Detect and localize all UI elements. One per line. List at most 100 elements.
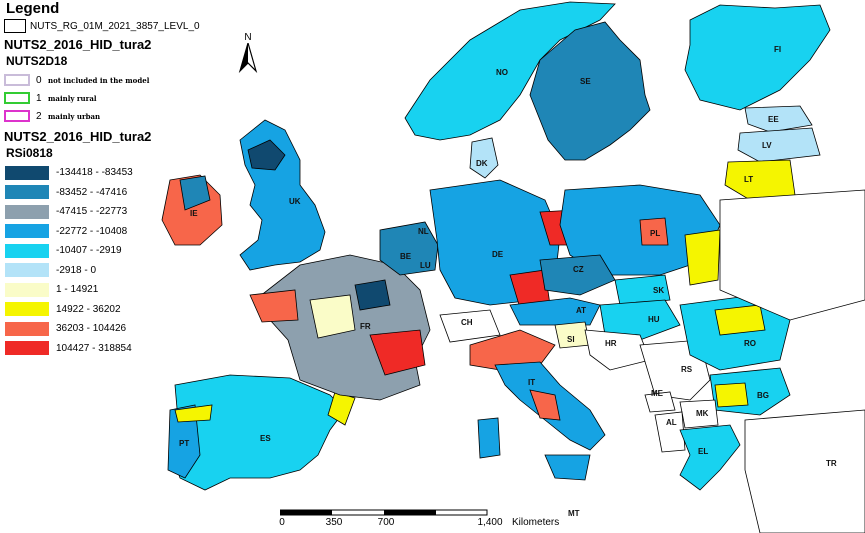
class-list: 0 not included in the model 1 mainly rural 2… <box>4 71 244 125</box>
class-label: not included in the model <box>48 75 150 85</box>
region-poland <box>559 184 721 276</box>
label-it: IT <box>528 378 535 387</box>
region-romania-north <box>714 304 766 336</box>
label-dk: DK <box>476 159 488 168</box>
label-tr: TR <box>826 459 837 468</box>
label-el: EL <box>698 447 708 456</box>
class-swatch <box>4 74 30 86</box>
scale-unit: Kilometers <box>512 517 560 528</box>
class-value: 0 <box>36 74 42 86</box>
label-se: SE <box>580 77 591 86</box>
label-es: ES <box>260 434 271 443</box>
label-lt: LT <box>744 175 753 184</box>
region-norway <box>404 1 616 141</box>
label-al: AL <box>666 418 677 427</box>
north-label: N <box>244 32 252 43</box>
region-slovakia <box>614 274 671 306</box>
label-uk: UK <box>289 197 301 206</box>
range-swatch <box>4 203 50 220</box>
label-nl: NL <box>418 227 429 236</box>
scale-tick-1400: 1,400 <box>477 517 503 528</box>
region-italy-central <box>529 389 561 421</box>
region-brittany <box>249 289 299 323</box>
region-czech <box>539 254 616 296</box>
range-swatch <box>4 281 50 298</box>
region-albania <box>654 411 686 453</box>
range-label: 1 - 14921 <box>56 284 99 296</box>
region-switzerland <box>439 309 501 343</box>
range-label: -22772 - -10408 <box>56 225 128 237</box>
region-estonia <box>744 105 813 133</box>
label-si: SI <box>567 335 575 344</box>
region-bulgaria-west <box>714 382 749 408</box>
class-swatch <box>4 110 30 122</box>
range-row: -2918 - 0 <box>4 261 244 281</box>
label-ie: IE <box>190 209 198 218</box>
range-label: 36203 - 104426 <box>56 323 127 335</box>
layer1-title: NUTS2_2016_HID_tura2 <box>4 37 152 52</box>
range-label: -2918 - 0 <box>56 264 97 276</box>
label-pt: PT <box>179 439 189 448</box>
label-de: DE <box>492 250 504 259</box>
range-swatch <box>4 301 50 318</box>
region-auvergne <box>369 329 426 376</box>
label-cz: CZ <box>573 265 584 274</box>
range-row: -47415 - -22773 <box>4 202 244 222</box>
label-fi: FI <box>774 45 781 54</box>
range-swatch <box>4 340 50 357</box>
field1-title: NUTS2D18 <box>6 54 68 68</box>
range-swatch <box>4 242 50 259</box>
north-arrow: N <box>236 32 260 78</box>
region-lithuania <box>724 159 796 201</box>
range-row: -10407 - -2919 <box>4 241 244 261</box>
region-paris <box>354 279 391 311</box>
label-ee: EE <box>768 115 779 124</box>
north-arrow-icon <box>238 40 258 74</box>
region-austria <box>509 297 601 326</box>
range-row: -22772 - -10408 <box>4 222 244 242</box>
region-portugal <box>167 404 201 479</box>
range-label: 14922 - 36202 <box>56 303 121 315</box>
region-turkey <box>744 409 865 533</box>
class-value: 2 <box>36 110 42 122</box>
scale-bar-graphic <box>280 509 488 516</box>
class-label: mainly rural <box>48 93 97 103</box>
label-pl: PL <box>650 229 660 238</box>
class-value: 1 <box>36 92 42 104</box>
scale-tick-0: 0 <box>279 517 285 528</box>
region-croatia <box>584 329 651 371</box>
class-swatch <box>4 92 30 104</box>
label-bg: BG <box>757 391 769 400</box>
label-at: AT <box>576 306 586 315</box>
region-finland <box>684 4 831 111</box>
label-be: BE <box>400 252 412 261</box>
scale-tick-700: 700 <box>377 517 395 528</box>
legend-boundary-row: NUTS_RG_01M_2021_3857_LEVL_0 <box>4 19 244 33</box>
region-sicily <box>544 454 591 481</box>
range-row: 36203 - 104426 <box>4 319 244 339</box>
range-label: 104427 - 318854 <box>56 342 132 354</box>
region-benelux <box>379 221 439 276</box>
label-ro: RO <box>744 339 756 348</box>
legend-title: Legend <box>6 0 60 17</box>
label-mk: MK <box>696 409 709 418</box>
boundary-layer-label: NUTS_RG_01M_2021_3857_LEVL_0 <box>30 20 200 32</box>
label-sk: SK <box>653 286 664 295</box>
region-galicia <box>174 404 213 423</box>
label-fr: FR <box>360 322 371 331</box>
range-swatch <box>4 164 50 181</box>
class-row: 1 mainly rural <box>4 89 244 107</box>
range-row: 1 - 14921 <box>4 280 244 300</box>
region-scotland-north <box>247 139 286 171</box>
scale-bar: 0 350 700 1,400 Kilometers <box>279 508 840 532</box>
range-row: -83452 - -47416 <box>4 183 244 203</box>
label-hr: HR <box>605 339 617 348</box>
region-hungary <box>599 299 681 341</box>
region-great-britain <box>239 119 326 271</box>
land-masses <box>161 1 865 533</box>
label-ch: CH <box>461 318 473 327</box>
label-lv: LV <box>762 141 772 150</box>
region-poland-east <box>684 229 721 286</box>
region-montenegro <box>644 391 676 413</box>
